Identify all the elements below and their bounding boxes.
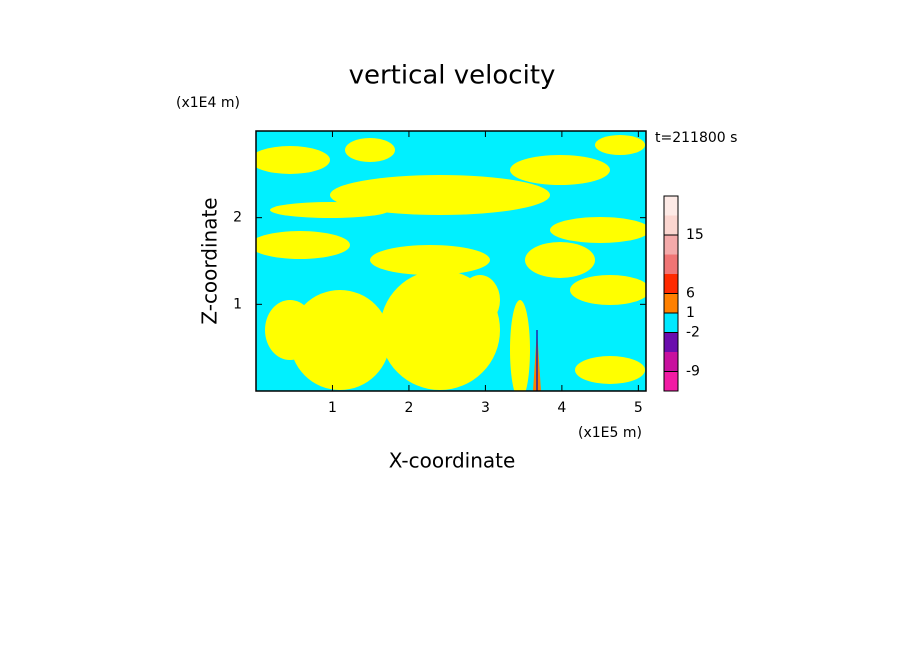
colorbar-segment [664, 352, 678, 372]
x-tick-label: 1 [328, 400, 337, 416]
x-axis-label: X-coordinate [389, 449, 516, 473]
colorbar-frame [663, 195, 679, 392]
chart-title: vertical velocity [349, 61, 556, 91]
colorbar-segment [664, 254, 678, 274]
y-axis-label: Z-coordinate [198, 197, 222, 324]
colorbar-segment [664, 332, 678, 352]
x-tick-label: 5 [634, 400, 643, 416]
x-tick-label: 3 [481, 400, 490, 416]
contour-field [256, 131, 646, 391]
colorbar-segment [664, 215, 678, 235]
colorbar-tick-label: 15 [686, 227, 704, 243]
colorbar-segment [664, 235, 678, 255]
colorbar-segment [664, 196, 678, 216]
x-tick-label: 2 [404, 400, 413, 416]
colorbar-tick-label: -9 [686, 364, 700, 380]
plot-frame [255, 130, 647, 392]
colorbar-segment [664, 274, 678, 294]
time-annotation: t=211800 s [655, 130, 737, 146]
colorbar-tick-label: -2 [686, 325, 700, 341]
x-unit: (x1E5 m) [578, 425, 642, 441]
colorbar-tick-label: 6 [686, 286, 695, 302]
colorbar-segment [664, 313, 678, 333]
colorbar-segment [664, 293, 678, 313]
x-tick-label: 4 [557, 400, 566, 416]
colorbar-tick-label: 1 [686, 305, 695, 321]
y-tick-label: 2 [233, 210, 242, 226]
y-unit: (x1E4 m) [176, 95, 240, 111]
colorbar-segment [664, 371, 678, 391]
y-tick-label: 1 [233, 296, 242, 312]
